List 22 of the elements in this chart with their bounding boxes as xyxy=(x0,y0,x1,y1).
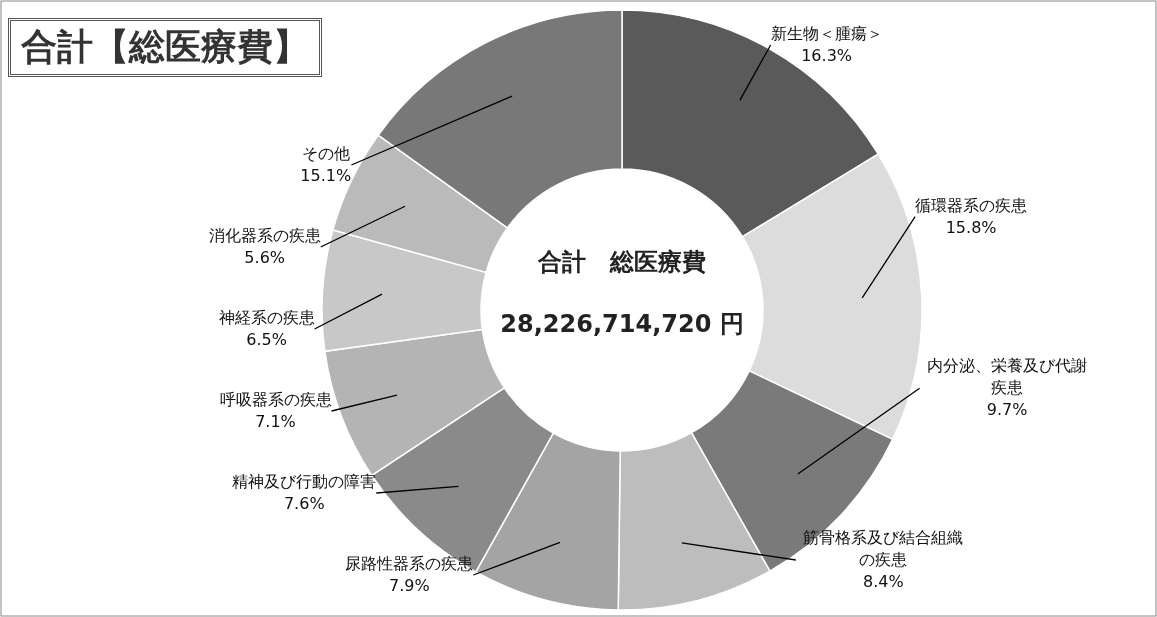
text: 合計 総医療費 xyxy=(537,247,707,278)
data-label: 9.7% xyxy=(985,399,1029,422)
slice-label: 循環器系の疾患 xyxy=(915,194,1028,217)
data-label: 7.1% xyxy=(254,411,297,433)
data-label: 16.3% xyxy=(800,45,853,67)
data-label: 7.9% xyxy=(388,575,431,597)
data-label: 7.6% xyxy=(282,493,326,515)
slice-label: 呼吸器系の疾患 xyxy=(219,389,332,411)
slice-label: 精神及び行動の障害 xyxy=(232,471,377,493)
slice-label: 筋骨格系及び結合組織の疾患 xyxy=(802,527,965,571)
data-label: 5.6% xyxy=(243,247,286,269)
slice-label: 内分泌、栄養及び代謝疾患 xyxy=(926,355,1089,400)
text: 28,226,714,720 円 xyxy=(499,309,745,340)
data-label: 15.1% xyxy=(300,165,352,187)
data-label: 15.8% xyxy=(944,216,998,239)
slice-label: その他 xyxy=(300,143,351,165)
slice-label: 神経系の疾患 xyxy=(218,307,315,329)
chart-title: 合計【総医療費】 xyxy=(8,18,322,77)
slice-label: 新生物＜腫瘍＞ xyxy=(770,23,883,45)
slice-label: 消化器系の疾患 xyxy=(208,225,321,247)
data-label: 6.5% xyxy=(245,329,288,351)
data-label: 8.4% xyxy=(862,571,905,593)
